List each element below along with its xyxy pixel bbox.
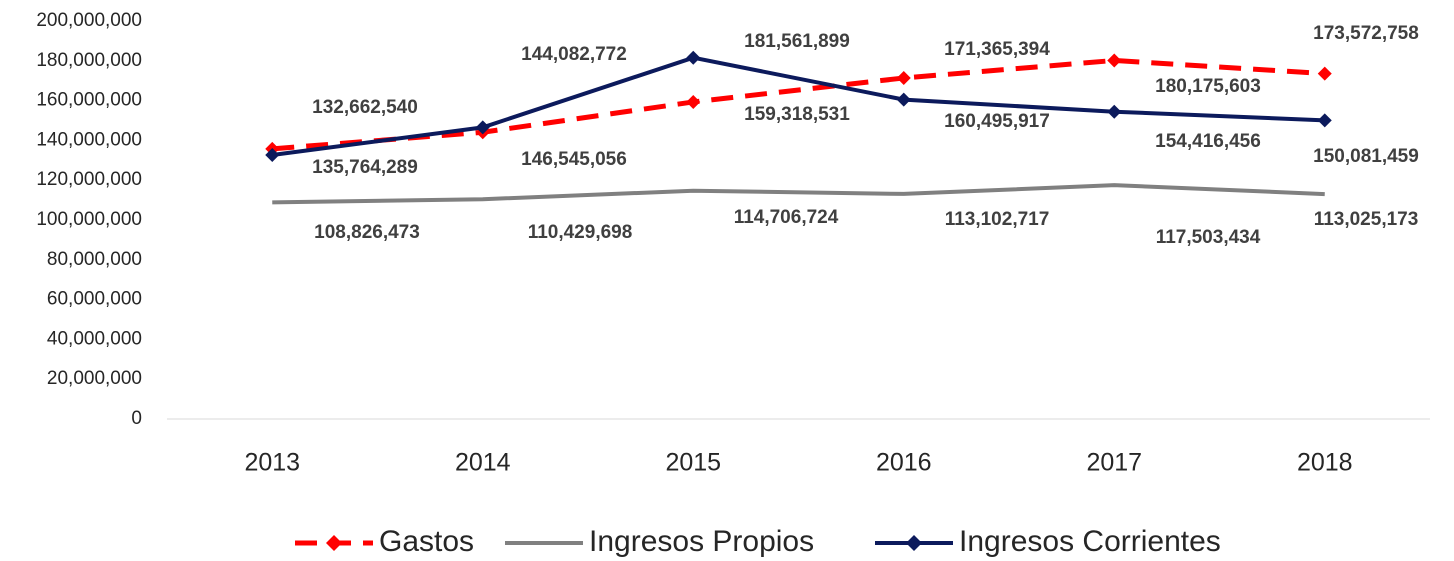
data-label: 171,365,394 (944, 39, 1050, 60)
legend-label: Ingresos Corrientes (959, 525, 1221, 558)
data-label: 117,503,434 (1156, 227, 1261, 248)
data-label: 150,081,459 (1313, 146, 1419, 167)
data-label: 154,416,456 (1155, 131, 1261, 152)
data-label: 160,495,917 (944, 111, 1050, 132)
series-line (272, 57, 1325, 152)
data-label: 132,662,540 (312, 97, 418, 118)
x-tick-label: 2016 (876, 449, 932, 477)
marker (686, 94, 701, 109)
y-tick-label: 160,000,000 (36, 90, 142, 111)
legend-marker (326, 535, 342, 551)
x-tick-label: 2015 (665, 449, 721, 477)
y-tick-label: 180,000,000 (36, 50, 142, 71)
x-tick-label: 2017 (1086, 449, 1142, 477)
marker (1107, 104, 1122, 119)
series-line (272, 183, 1325, 205)
marker (1317, 66, 1332, 81)
x-tick-label: 2014 (455, 449, 511, 477)
y-tick-label: 0 (131, 408, 142, 429)
marker (265, 148, 280, 163)
y-tick-label: 80,000,000 (47, 249, 142, 270)
data-label: 113,025,173 (1314, 209, 1419, 230)
marker (896, 70, 911, 85)
series-line (271, 55, 1325, 157)
x-tick-label: 2018 (1297, 449, 1353, 477)
y-tick-label: 20,000,000 (47, 368, 142, 389)
y-tick-label: 120,000,000 (36, 169, 142, 190)
y-tick-label: 60,000,000 (47, 289, 142, 310)
legend-label: Gastos (379, 525, 474, 558)
data-label: 114,706,724 (734, 207, 839, 228)
data-label: 113,102,717 (945, 209, 1050, 230)
marker (896, 92, 911, 107)
legend-label: Ingresos Propios (589, 525, 814, 558)
x-tick-label: 2013 (244, 449, 300, 477)
marker (475, 120, 490, 135)
data-label: 144,082,772 (521, 44, 627, 65)
data-label: 146,545,056 (521, 149, 627, 170)
y-tick-label: 100,000,000 (36, 209, 142, 230)
y-tick-label: 200,000,000 (36, 10, 142, 31)
marker (1317, 113, 1332, 128)
data-label: 180,175,603 (1155, 76, 1261, 97)
data-label: 108,826,473 (314, 222, 420, 243)
legend-marker (906, 535, 922, 551)
data-label: 173,572,758 (1313, 23, 1419, 44)
y-tick-label: 40,000,000 (47, 328, 142, 349)
data-label: 159,318,531 (744, 104, 850, 125)
data-label: 110,429,698 (528, 222, 633, 243)
marker (1107, 53, 1122, 68)
data-label: 181,561,899 (744, 31, 850, 52)
marker (686, 50, 701, 65)
y-tick-label: 140,000,000 (36, 129, 142, 150)
data-label: 135,764,289 (312, 157, 418, 178)
